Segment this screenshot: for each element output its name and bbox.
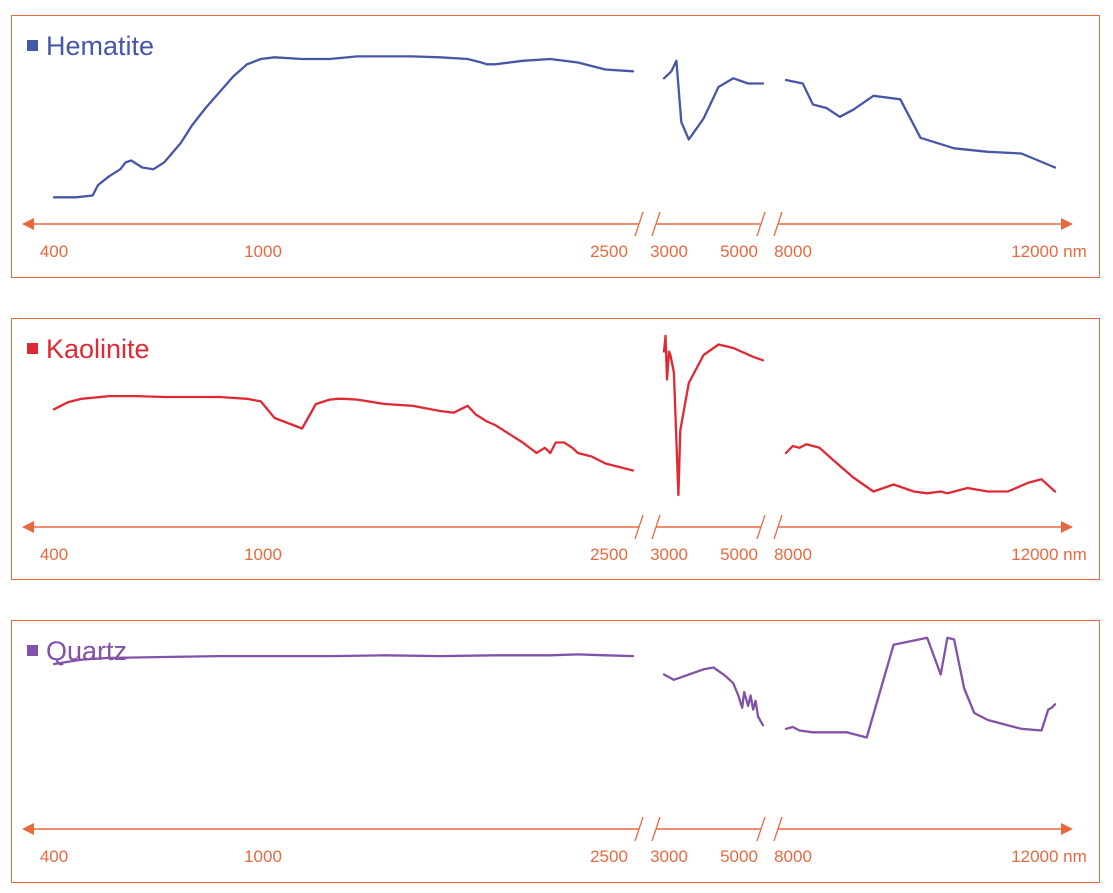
x-tick-label: 2500 [590, 242, 628, 261]
axis-break-mark [634, 211, 644, 237]
x-tick-label: 5000 [720, 847, 758, 866]
axis-break-gap [639, 826, 656, 832]
legend-marker [27, 40, 38, 52]
x-tick-label: 12000 nm [1011, 545, 1087, 564]
axis-break-mark [756, 816, 766, 842]
axis-arrow-left [22, 218, 34, 230]
axis-break-mark [651, 816, 661, 842]
chart-title: Quartz [27, 635, 127, 667]
chart-title: Kaolinite [27, 333, 150, 365]
chart-title-text: Quartz [46, 636, 128, 666]
axis-break-mark [756, 514, 766, 540]
x-tick-label: 1000 [244, 847, 282, 866]
legend-marker [27, 645, 38, 657]
x-tick-label: 3000 [650, 545, 688, 564]
axis-arrow-left [22, 823, 34, 835]
spectrum-line-segment-3 [784, 78, 1057, 169]
quartz-plot: 400 1000 2500 3000 5000 8000 12000 nm [22, 636, 1087, 866]
x-tick-label: 3000 [650, 242, 688, 261]
x-tick-label: 400 [40, 847, 68, 866]
x-tick-label: 1000 [244, 545, 282, 564]
x-tick-label: 3000 [650, 847, 688, 866]
chart-title-text: Hematite [46, 31, 155, 61]
chart-title: Hematite [27, 30, 154, 62]
x-tick-label: 5000 [720, 242, 758, 261]
spectrum-line-segment-1 [52, 394, 635, 472]
axis-break-gap [761, 826, 778, 832]
kaolinite-plot: 400 1000 2500 3000 5000 8000 12000 nm [22, 334, 1087, 564]
x-tick-label: 8000 [774, 847, 812, 866]
spectrum-line-segment-2 [662, 59, 765, 141]
axis-break-mark [773, 816, 783, 842]
axis-break-mark [634, 514, 644, 540]
axis-arrow-left [22, 521, 34, 533]
x-tick-label: 400 [40, 545, 68, 564]
axis-break-mark [773, 514, 783, 540]
axis-arrow-right [1061, 823, 1073, 835]
chart-title-text: Kaolinite [46, 334, 150, 364]
axis-break-mark [651, 211, 661, 237]
x-tick-label: 12000 nm [1011, 242, 1087, 261]
hematite-chart-panel: Hematite 400 1000 2500 3000 5000 8000 12000 nm [11, 15, 1100, 278]
spectrum-line-segment-1 [52, 653, 635, 666]
axis-break-mark [756, 211, 766, 237]
spectrum-line-segment-2 [662, 666, 765, 727]
x-tick-label: 8000 [774, 242, 812, 261]
legend-marker [27, 343, 38, 355]
x-tick-label: 12000 nm [1011, 847, 1087, 866]
spectrum-line-segment-3 [784, 636, 1057, 739]
axis-arrow-right [1061, 521, 1073, 533]
x-tick-label: 2500 [590, 847, 628, 866]
axis-break-mark [773, 211, 783, 237]
axis-break-mark [651, 514, 661, 540]
spectrum-line-segment-3 [784, 443, 1057, 495]
axis-arrow-right [1061, 218, 1073, 230]
spectrum-line-segment-1 [52, 55, 635, 199]
x-tick-label: 1000 [244, 242, 282, 261]
axis-break-gap [639, 524, 656, 530]
x-tick-label: 400 [40, 242, 68, 261]
axis-break-gap [639, 221, 656, 227]
hematite-plot: 400 1000 2500 3000 5000 8000 12000 nm [22, 55, 1087, 261]
axis-break-gap [761, 221, 778, 227]
x-tick-label: 8000 [774, 545, 812, 564]
kaolinite-chart-panel: Kaolinite 400 1000 2500 3000 5000 8000 12000 n… [11, 318, 1100, 580]
axis-break-mark [634, 816, 644, 842]
quartz-chart-panel: Quartz 400 1000 2500 3000 5000 8000 12000 nm [11, 620, 1100, 883]
axis-break-gap [761, 524, 778, 530]
x-tick-label: 5000 [720, 545, 758, 564]
spectrum-line-segment-2 [662, 334, 765, 497]
x-tick-label: 2500 [590, 545, 628, 564]
